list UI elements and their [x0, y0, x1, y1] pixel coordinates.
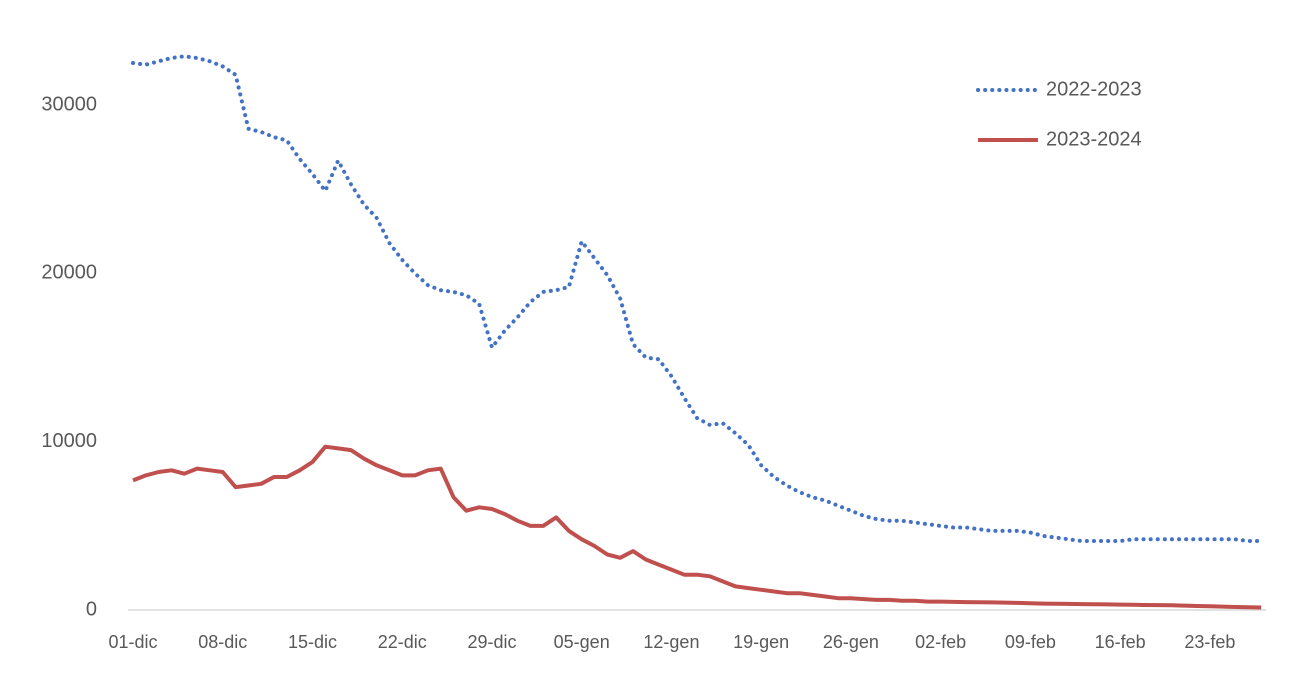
y-tick-label: 0: [86, 598, 97, 620]
x-tick-label: 08-dic: [198, 632, 247, 652]
y-tick-label: 20000: [41, 262, 97, 284]
x-tick-label: 05-gen: [554, 632, 610, 652]
y-tick-label: 30000: [41, 93, 97, 115]
x-tick-label: 09-feb: [1005, 632, 1056, 652]
data-line: [131, 54, 1264, 543]
x-tick-label: 22-dic: [378, 632, 427, 652]
legend-label: 2022-2023: [1046, 78, 1142, 100]
x-tick-label: 01-dic: [108, 632, 157, 652]
x-tick-label: 16-feb: [1095, 632, 1146, 652]
y-tick-label: 10000: [41, 430, 97, 452]
x-tick-label: 19-gen: [733, 632, 789, 652]
x-tick-label: 12-gen: [643, 632, 699, 652]
legend-label: 2023-2024: [1046, 128, 1142, 150]
data-line: [132, 444, 1262, 610]
x-tick-label: 23-feb: [1184, 632, 1235, 652]
x-tick-label: 02-feb: [915, 632, 966, 652]
x-tick-label: 29-dic: [467, 632, 516, 652]
x-tick-label: 15-dic: [288, 632, 337, 652]
x-tick-label: 26-gen: [823, 632, 879, 652]
